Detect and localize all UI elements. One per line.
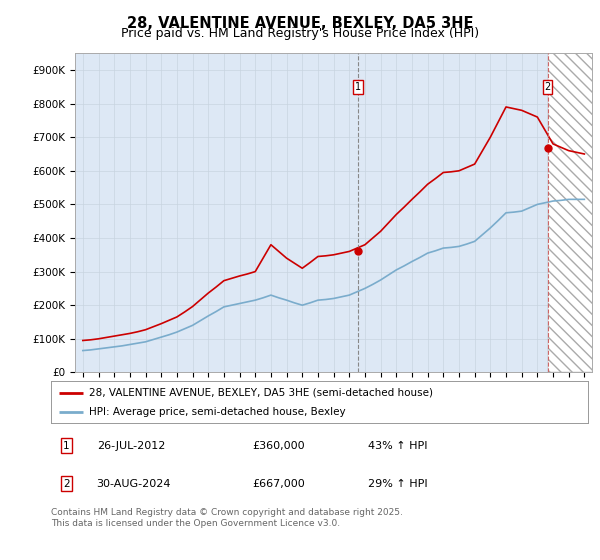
Text: £360,000: £360,000 bbox=[253, 441, 305, 451]
Text: 29% ↑ HPI: 29% ↑ HPI bbox=[368, 479, 427, 488]
Text: HPI: Average price, semi-detached house, Bexley: HPI: Average price, semi-detached house,… bbox=[89, 407, 345, 417]
Text: 1: 1 bbox=[355, 82, 361, 92]
Text: 28, VALENTINE AVENUE, BEXLEY, DA5 3HE (semi-detached house): 28, VALENTINE AVENUE, BEXLEY, DA5 3HE (s… bbox=[89, 388, 433, 398]
Text: Price paid vs. HM Land Registry's House Price Index (HPI): Price paid vs. HM Land Registry's House … bbox=[121, 27, 479, 40]
Text: £667,000: £667,000 bbox=[253, 479, 305, 488]
Text: 2: 2 bbox=[544, 82, 551, 92]
Text: 26-JUL-2012: 26-JUL-2012 bbox=[97, 441, 165, 451]
Bar bbox=[548, 53, 600, 372]
Text: Contains HM Land Registry data © Crown copyright and database right 2025.
This d: Contains HM Land Registry data © Crown c… bbox=[51, 508, 403, 528]
Text: 43% ↑ HPI: 43% ↑ HPI bbox=[368, 441, 427, 451]
Text: 2: 2 bbox=[63, 479, 70, 488]
Text: 28, VALENTINE AVENUE, BEXLEY, DA5 3HE: 28, VALENTINE AVENUE, BEXLEY, DA5 3HE bbox=[127, 16, 473, 31]
Text: 30-AUG-2024: 30-AUG-2024 bbox=[97, 479, 171, 488]
Text: 1: 1 bbox=[63, 441, 70, 451]
Bar bbox=[548, 53, 600, 372]
